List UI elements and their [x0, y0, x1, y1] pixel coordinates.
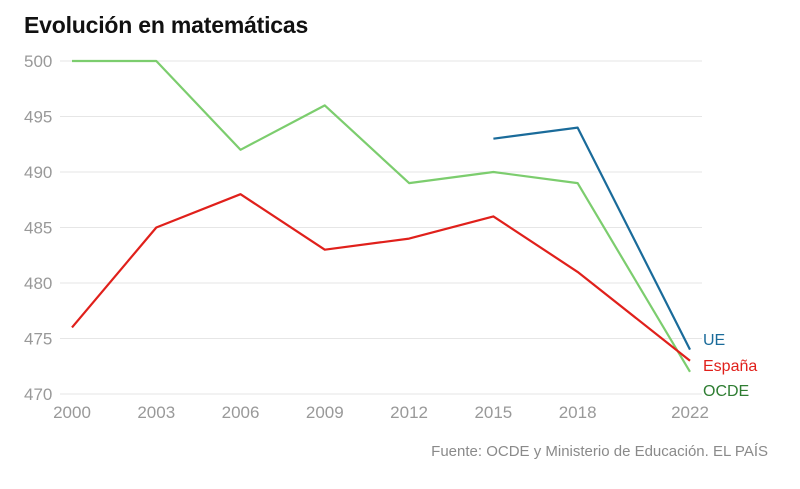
chart-title: Evolución en matemáticas — [24, 12, 309, 38]
series-label-espaa: España — [703, 358, 757, 375]
series-label-ocde: OCDE — [703, 383, 749, 400]
series-line-espaa — [71, 193, 691, 362]
x-tick-label: 2022 — [671, 403, 709, 422]
x-tick-label: 2018 — [559, 403, 597, 422]
x-tick-label: 2003 — [137, 403, 175, 422]
y-tick-label: 470 — [24, 385, 52, 404]
x-tick-label: 2015 — [474, 403, 512, 422]
y-tick-label: 495 — [24, 108, 52, 127]
y-tick-label: 475 — [24, 330, 52, 349]
y-tick-label: 480 — [24, 274, 52, 293]
series-line-ue — [493, 126, 691, 351]
x-tick-label: 2012 — [390, 403, 428, 422]
series-labels: OCDE España UE — [703, 332, 757, 400]
y-tick-label: 485 — [24, 219, 52, 238]
series-label-ue: UE — [703, 332, 725, 349]
source-note: Fuente: OCDE y Ministerio de Educación. … — [431, 443, 768, 460]
x-axis-ticks: 2000 2003 2006 2009 2012 2015 2018 2022 — [53, 403, 709, 422]
x-tick-label: 2000 — [53, 403, 91, 422]
series-lines — [71, 59, 691, 373]
y-tick-label: 490 — [24, 163, 52, 182]
x-tick-label: 2006 — [222, 403, 260, 422]
y-axis-ticks: 470 475 480 485 490 495 500 — [24, 52, 52, 404]
y-tick-label: 500 — [24, 52, 52, 71]
gridlines — [60, 60, 702, 395]
series-line-ocde — [72, 59, 691, 373]
x-tick-label: 2009 — [306, 403, 344, 422]
